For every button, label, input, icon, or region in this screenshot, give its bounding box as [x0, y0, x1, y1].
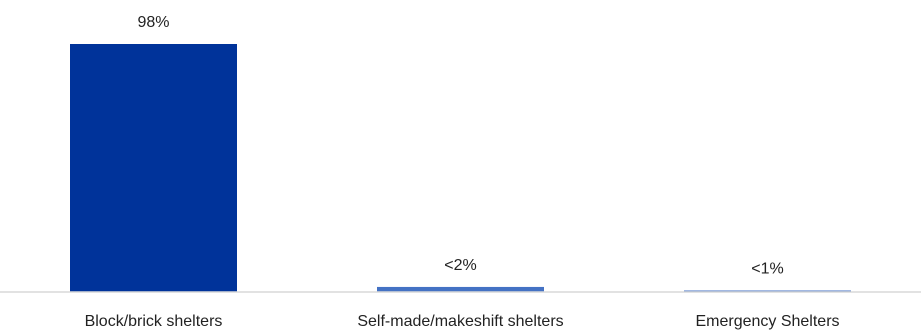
labels-group: 98% Block/brick shelters <2% Self-made/make…	[85, 14, 840, 330]
bar-block-brick-shelters	[70, 44, 237, 292]
category-label-block-brick-shelters: Block/brick shelters	[85, 313, 223, 330]
bars-group	[70, 44, 851, 292]
bar-self-made-makeshift-shelters	[377, 286, 544, 292]
data-label-block-brick-shelters: 98%	[137, 14, 169, 31]
category-label-self-made-makeshift-shelters: Self-made/makeshift shelters	[357, 313, 563, 330]
data-label-emergency-shelters: <1%	[751, 261, 783, 278]
data-label-self-made-makeshift-shelters: <2%	[444, 257, 476, 274]
category-label-emergency-shelters: Emergency Shelters	[695, 313, 839, 330]
